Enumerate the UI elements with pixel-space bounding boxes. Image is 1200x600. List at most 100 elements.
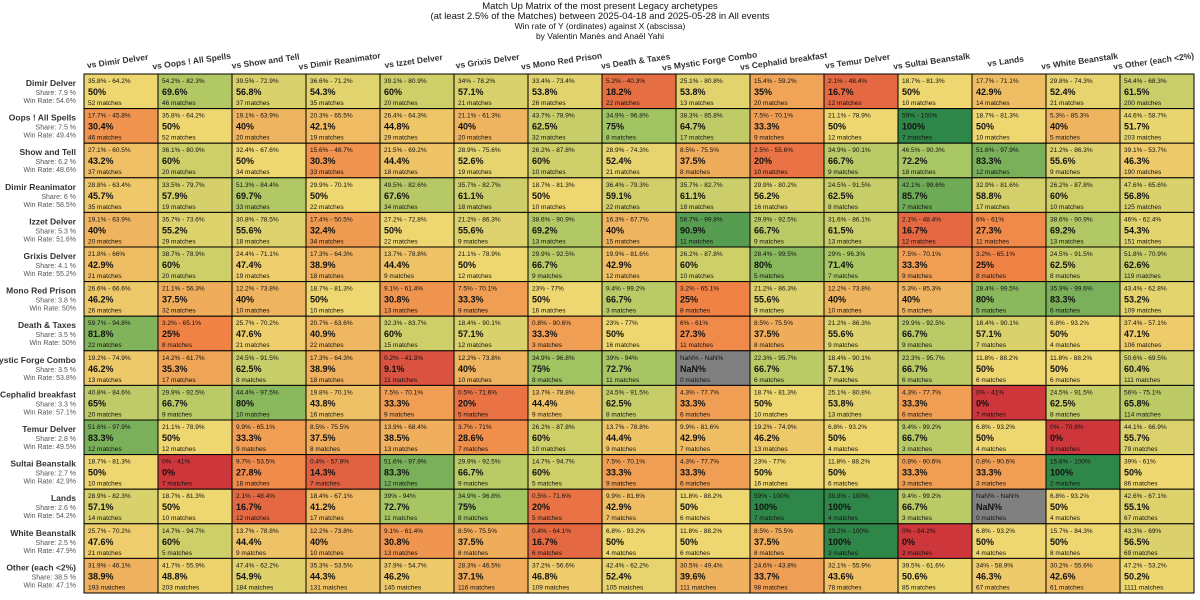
cell-win-rate: 40% <box>310 537 328 547</box>
cell-win-rate: 50.6% <box>902 571 928 581</box>
column-label: vs Dimir Delver <box>86 52 149 71</box>
cell-win-rate: 66.7% <box>902 329 928 339</box>
cell-interval: 23% - 77% <box>532 286 564 293</box>
cell-interval: 41.7% - 55.9% <box>162 562 205 569</box>
cell-matches: 13 matches <box>828 411 862 418</box>
cell-matches: 9 matches <box>458 481 489 488</box>
cell-win-rate: 75% <box>458 502 476 512</box>
heatmap-cell <box>749 419 825 456</box>
cell-interval: 0.8% - 90.6% <box>902 459 941 466</box>
cell-interval: 24.5% - 91.5% <box>606 389 649 396</box>
cell-win-rate: 50% <box>236 156 254 166</box>
heatmap-cell <box>823 177 899 213</box>
cell-win-rate: 46.2% <box>384 571 410 581</box>
cell-interval: 39% - 94% <box>606 355 638 362</box>
cell-matches: 13 matches <box>1050 238 1084 245</box>
heatmap-cell <box>749 281 825 317</box>
cell-matches: 9 matches <box>1050 169 1081 176</box>
cell-matches: 13 matches <box>384 308 418 315</box>
cell-matches: 10 matches <box>754 169 788 176</box>
cell-interval: 34% - 58.9% <box>976 562 1013 569</box>
cell-win-rate: 46.2% <box>754 433 780 443</box>
heatmap-cell <box>675 384 751 421</box>
cell-matches: 8 matches <box>606 135 637 142</box>
cell-matches: 6 matches <box>902 377 933 384</box>
cell-matches: 11 matches <box>680 342 714 349</box>
cell-interval: 9.1% - 61.4% <box>384 528 423 535</box>
cell-matches: 22 matches <box>310 342 344 349</box>
heatmap-cell <box>897 211 973 248</box>
cell-win-rate: 61.1% <box>458 191 484 201</box>
column-label: vs Mono Red Prison <box>520 50 602 71</box>
cell-win-rate: 62.5% <box>1050 398 1076 408</box>
cell-interval: 18.7% - 81.3% <box>310 286 353 293</box>
cell-matches: 5 matches <box>162 550 193 557</box>
heatmap-cell <box>527 281 603 317</box>
cell-interval: 43.3% - 69% <box>1124 528 1161 535</box>
heatmap-cell <box>527 557 603 594</box>
cell-matches: 69 matches <box>1124 550 1158 557</box>
cell-matches: 18 matches <box>310 377 344 384</box>
cell-matches: 9 matches <box>458 308 489 315</box>
column-label: vs Other (each <2%) <box>1113 50 1195 71</box>
cell-matches: 4 matches <box>828 515 859 522</box>
cell-win-rate: 20% <box>458 398 476 408</box>
cell-win-rate: 58.8% <box>976 191 1002 201</box>
cell-win-rate: 66.7% <box>902 364 928 374</box>
cell-win-rate: 60% <box>384 329 402 339</box>
cell-matches: 29 matches <box>384 135 418 142</box>
cell-interval: 24.5% - 91.5% <box>1050 251 1093 258</box>
cell-matches: 5 matches <box>902 308 933 315</box>
cell-interval: 39.5% - 72.9% <box>236 78 279 85</box>
heatmap-cell <box>231 177 307 213</box>
cell-interval: 44.4% - 97.5% <box>236 389 279 396</box>
heatmap-cell <box>305 488 381 525</box>
cell-matches: 21 matches <box>88 273 122 280</box>
cell-matches: 19 matches <box>236 273 270 280</box>
heatmap-cell <box>1119 281 1195 317</box>
cell-matches: 37 matches <box>88 169 122 176</box>
heatmap-cell <box>379 108 455 144</box>
heatmap-cell <box>157 108 233 144</box>
cell-win-rate: 50% <box>458 260 476 270</box>
cell-interval: 11.8% - 88.2% <box>828 459 870 466</box>
cell-interval: 11.8% - 88.2% <box>976 355 1018 362</box>
cell-win-rate: 33.3% <box>606 468 632 478</box>
heatmap-cell <box>1045 211 1121 248</box>
cell-win-rate: 33.3% <box>976 468 1002 478</box>
cell-matches: 3 matches <box>902 446 933 453</box>
cell-win-rate: 30.8% <box>384 537 410 547</box>
cell-interval: 5.3% - 85.3% <box>1050 113 1089 120</box>
cell-interval: 4.3% - 77.7% <box>680 459 719 466</box>
cell-matches: 78 matches <box>828 584 862 591</box>
cell-win-rate: 33.3% <box>236 433 262 443</box>
cell-matches: 18 matches <box>902 169 936 176</box>
heatmap-cell <box>453 419 529 456</box>
cell-matches: 6 matches <box>1050 308 1081 315</box>
cell-interval: 3.2% - 65.1% <box>976 251 1015 258</box>
cell-win-rate: 62.5% <box>236 364 262 374</box>
row-win-rate: Win Rate: 49.4% <box>23 133 76 140</box>
cell-matches: 13 matches <box>532 238 566 245</box>
heatmap-cell <box>305 523 381 559</box>
cell-matches: 10 matches <box>1050 204 1084 211</box>
cell-interval: 54.4% - 68.3% <box>1124 78 1167 85</box>
row-win-rate: Win Rate: 48.6% <box>23 167 76 174</box>
cell-interval: 0.8% - 90.6% <box>976 459 1015 466</box>
cell-interval: 34% - 78.2% <box>458 78 495 85</box>
cell-interval: 0% - 41% <box>976 389 1004 396</box>
cell-matches: 8 matches <box>458 515 489 522</box>
heatmap-cell <box>379 419 455 456</box>
cell-interval: 21.1% - 61.3% <box>458 113 501 120</box>
cell-win-rate: 100% <box>1050 468 1073 478</box>
cell-interval: 26.2% - 87.8% <box>532 147 575 154</box>
cell-win-rate: 40% <box>458 364 476 374</box>
heatmap-cell <box>527 523 603 559</box>
cell-matches: 7 matches <box>828 273 859 280</box>
cell-interval: 2.1% - 48.4% <box>902 216 941 223</box>
heatmap-cell <box>971 419 1047 456</box>
cell-win-rate: 50% <box>828 433 846 443</box>
cell-win-rate: 42.9% <box>680 433 706 443</box>
cell-win-rate: 52.4% <box>606 571 632 581</box>
cell-win-rate: 40% <box>88 225 106 235</box>
